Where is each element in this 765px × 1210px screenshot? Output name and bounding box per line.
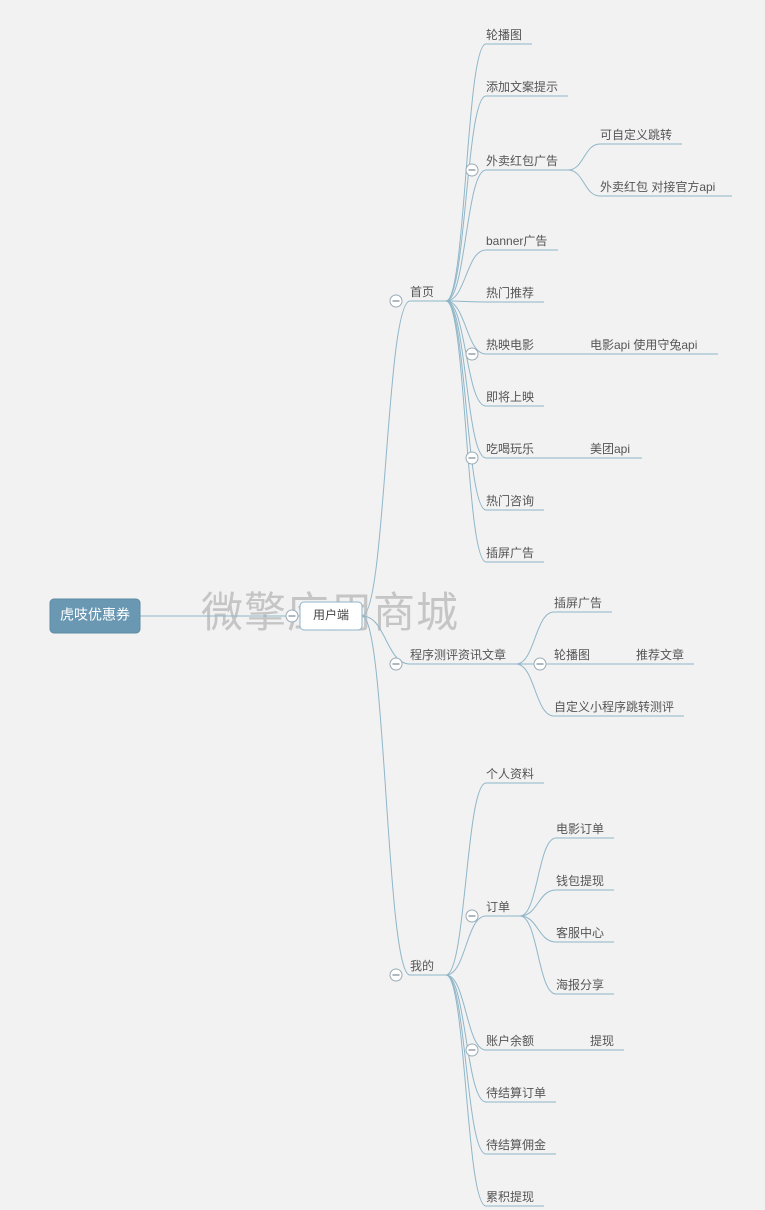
hot-movie-toggle[interactable] (466, 348, 478, 360)
articles-toggle[interactable] (390, 658, 402, 670)
user-client-toggle[interactable] (286, 610, 298, 622)
movie-api-label[interactable]: 电影api 使用守兔api (590, 337, 697, 352)
home-label[interactable]: 首页 (410, 285, 434, 299)
balance-label[interactable]: 账户余额 (486, 1033, 534, 1048)
profile-label[interactable]: 个人资料 (486, 767, 534, 781)
rec-article-label[interactable]: 推荐文章 (636, 647, 684, 662)
orders-label[interactable]: 订单 (486, 900, 510, 914)
custom-jump-label[interactable]: 可自定义跳转 (600, 127, 672, 142)
eat-play-label[interactable]: 吃喝玩乐 (486, 442, 534, 456)
waimai-ad-label[interactable]: 外卖红包广告 (486, 153, 558, 168)
home-toggle[interactable] (390, 295, 402, 307)
coming-soon-label[interactable]: 即将上映 (486, 390, 534, 404)
service-center-label[interactable]: 客服中心 (556, 925, 604, 940)
wallet-withdraw-label[interactable]: 钱包提现 (556, 873, 604, 888)
movie-order-label[interactable]: 电影订单 (556, 822, 604, 836)
carousel2-toggle[interactable] (534, 658, 546, 670)
eat-play-toggle[interactable] (466, 452, 478, 464)
mindmap-canvas: 微擎应用商城虎吱优惠券用户端首页轮播图添加文案提示外卖红包广告可自定义跳转外卖红… (0, 0, 765, 1210)
custom-mini-label[interactable]: 自定义小程序跳转测评 (554, 699, 674, 714)
root-label: 虎吱优惠券 (60, 607, 130, 623)
pending-commission-label[interactable]: 待结算佣金 (486, 1137, 546, 1152)
waimai-ad-toggle[interactable] (466, 164, 478, 176)
balance-toggle[interactable] (466, 1044, 478, 1056)
pending-order-label[interactable]: 待结算订单 (486, 1085, 546, 1100)
orders-toggle[interactable] (466, 910, 478, 922)
waimai-api-label[interactable]: 外卖红包 对接官方api (600, 179, 715, 194)
mine-toggle[interactable] (390, 969, 402, 981)
hot-rec-label[interactable]: 热门推荐 (486, 285, 534, 300)
copy-tip-label[interactable]: 添加文案提示 (486, 79, 558, 94)
mine-label[interactable]: 我的 (410, 958, 434, 973)
articles-label[interactable]: 程序测评资讯文章 (410, 647, 506, 662)
banner-ad-label[interactable]: banner广告 (486, 234, 547, 248)
hot-consult-label[interactable]: 热门咨询 (486, 493, 534, 508)
interst-ad2-label[interactable]: 插屏广告 (554, 596, 602, 610)
carousel-label[interactable]: 轮播图 (486, 28, 522, 42)
poster-share-label[interactable]: 海报分享 (556, 977, 604, 992)
meituan-api-label[interactable]: 美团api (590, 442, 630, 456)
user-client-label: 用户端 (313, 607, 349, 622)
interst-ad1-label[interactable]: 插屏广告 (486, 546, 534, 560)
hot-movie-label[interactable]: 热映电影 (486, 338, 534, 352)
carousel2-label[interactable]: 轮播图 (554, 648, 590, 662)
cumulative-withdraw-label[interactable]: 累积提现 (486, 1189, 534, 1204)
withdraw-label[interactable]: 提现 (590, 1033, 614, 1048)
